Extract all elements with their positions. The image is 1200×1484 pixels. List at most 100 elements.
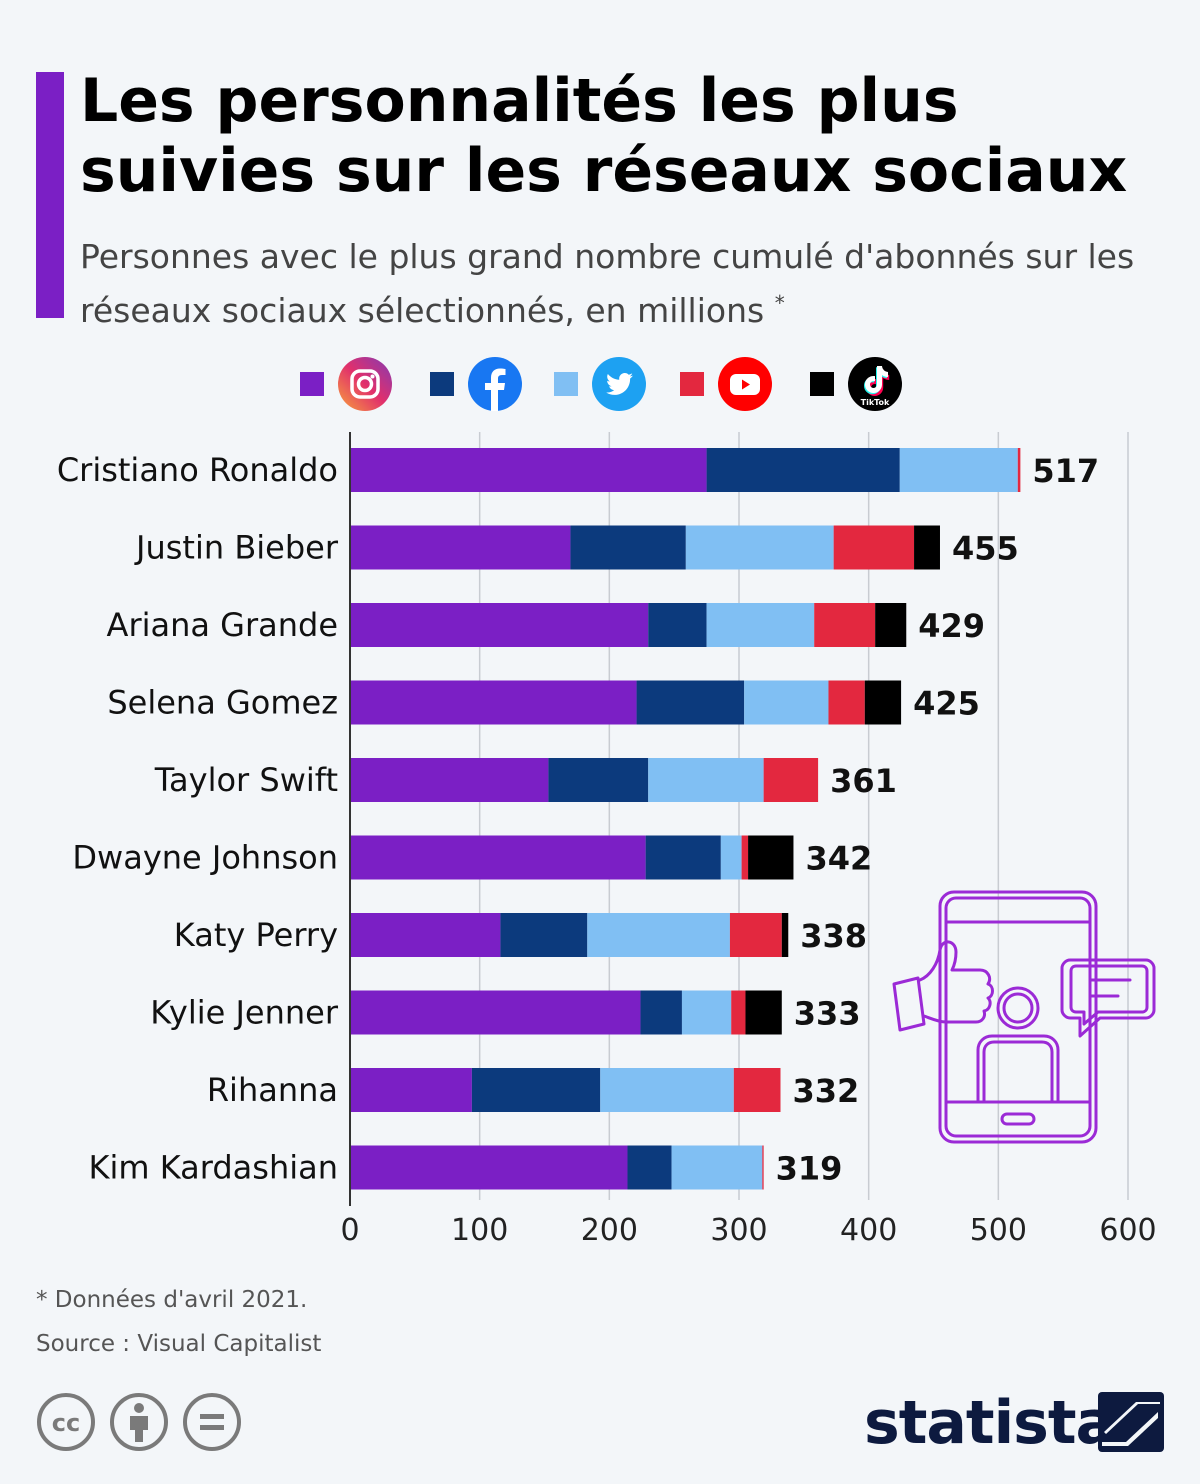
bar-segment-instagram	[350, 758, 549, 802]
bar-total-label: 319	[776, 1150, 843, 1188]
bar-segment-facebook	[640, 990, 682, 1035]
category-label: Dwayne Johnson	[72, 839, 338, 877]
source-credit: Source : Visual Capitalist	[36, 1331, 322, 1357]
tiktok-icon: TikTok	[848, 357, 902, 411]
category-label: Taylor Swift	[154, 761, 338, 799]
bar-total-label: 338	[800, 917, 867, 955]
legend-swatch-tiktok	[810, 372, 834, 396]
bar-segment-youtube	[833, 525, 915, 570]
tiktok-wordmark: TikTok	[861, 398, 890, 407]
bar-segment-instagram	[350, 448, 707, 492]
chart-subtitle: Personnes avec le plus grand nombre cumu…	[80, 234, 1180, 334]
legend-swatch-youtube	[680, 372, 704, 396]
statista-logo-text: statista	[864, 1388, 1116, 1458]
youtube-icon	[718, 357, 772, 411]
bar-segment-tiktok	[781, 913, 789, 957]
bar-segment-facebook	[471, 1068, 601, 1112]
x-tick-label: 600	[1099, 1213, 1156, 1248]
bar-segment-facebook	[645, 835, 721, 880]
category-label: Justin Bieber	[134, 529, 339, 567]
bar-segment-youtube	[729, 913, 782, 957]
bar-segment-twitter	[706, 603, 815, 647]
twitter-icon	[592, 357, 646, 411]
category-label: Selena Gomez	[107, 684, 338, 722]
subtitle-text: Personnes avec le plus grand nombre cumu…	[80, 237, 1135, 330]
bar-total-label: 361	[830, 762, 897, 800]
x-tick-label: 0	[340, 1213, 359, 1248]
bar-segment-twitter	[600, 1068, 734, 1112]
bar-segment-instagram	[350, 1068, 472, 1112]
bar-segment-tiktok	[914, 525, 940, 570]
social-media-phone-icon	[892, 890, 1156, 1144]
bar-segment-youtube	[763, 758, 819, 802]
attribution-icon	[130, 1403, 148, 1442]
legend-swatch-facebook	[430, 372, 454, 396]
bar-segment-facebook	[500, 913, 588, 957]
bar-segment-twitter	[587, 913, 730, 957]
bar-segment-twitter	[648, 758, 764, 802]
x-tick-label: 300	[710, 1213, 767, 1248]
bar-total-label: 429	[918, 607, 985, 645]
bar-segment-instagram	[350, 525, 571, 570]
bar-segment-facebook	[636, 680, 745, 725]
bar-segment-twitter	[685, 525, 834, 570]
bar-total-label: 425	[913, 685, 980, 723]
bar-segment-instagram	[350, 990, 641, 1035]
bar-total-label: 342	[805, 840, 872, 878]
bar-segment-instagram	[350, 603, 649, 647]
chart-title: Les personnalités les plus suivies sur l…	[80, 66, 1128, 206]
x-tick-label: 500	[970, 1213, 1027, 1248]
instagram-icon	[338, 357, 392, 411]
bar-segment-youtube	[731, 990, 746, 1035]
stacked-bar-chart: 0 100 200 300 400 500 600 Cristiano Ronaldo 517 J…	[57, 432, 1157, 1248]
category-label: Cristiano Ronaldo	[57, 451, 338, 489]
creative-commons-icons: cc	[37, 1393, 241, 1451]
facebook-icon	[468, 357, 522, 411]
bar-total-label: 332	[792, 1072, 859, 1110]
bar-total-label: 333	[794, 995, 861, 1033]
bar-segment-twitter	[671, 1145, 763, 1190]
legend-swatch-instagram	[300, 372, 324, 396]
bar-segment-youtube	[814, 603, 876, 647]
category-label: Kim Kardashian	[89, 1149, 339, 1187]
bar-segment-instagram	[350, 835, 646, 880]
category-label: Kylie Jenner	[150, 994, 339, 1032]
footnote: * Données d'avril 2021. Source : Visual …	[36, 1278, 321, 1366]
bar-segment-twitter	[899, 448, 1018, 492]
bar-segment-twitter	[720, 835, 742, 880]
bar-segment-twitter	[681, 990, 732, 1035]
bar-segment-tiktok	[745, 990, 782, 1035]
bar-segment-twitter	[744, 680, 829, 725]
bar-segment-youtube	[828, 680, 865, 725]
bar-segment-youtube	[733, 1068, 781, 1112]
bar-segment-youtube	[741, 835, 749, 880]
x-tick-label: 400	[840, 1213, 897, 1248]
bar-segment-facebook	[648, 603, 707, 647]
bar-segment-youtube	[1017, 448, 1021, 492]
statista-logo-mark	[1098, 1392, 1164, 1452]
bar-segment-facebook	[570, 525, 686, 570]
subtitle-footnote-mark: *	[774, 291, 785, 315]
category-label: Rihanna	[207, 1071, 338, 1109]
cc-icon: cc	[52, 1409, 80, 1437]
x-tick-label: 200	[581, 1213, 638, 1248]
no-derivatives-icon	[200, 1414, 224, 1430]
bar-segment-tiktok	[864, 680, 902, 725]
footnote-date: * Données d'avril 2021.	[36, 1287, 308, 1313]
bar-segment-tiktok	[748, 835, 794, 880]
bar-segment-youtube	[762, 1145, 764, 1190]
bar-segment-facebook	[706, 448, 900, 492]
bar-segment-instagram	[350, 1145, 628, 1190]
bar-segment-facebook	[548, 758, 649, 802]
bar-segment-instagram	[350, 913, 501, 957]
title-accent-bar	[36, 72, 64, 318]
legend-swatch-twitter	[554, 372, 578, 396]
bar-total-label: 517	[1032, 452, 1099, 490]
bar-segment-tiktok	[875, 603, 907, 647]
bar-segment-instagram	[350, 680, 637, 725]
category-label: Katy Perry	[174, 916, 338, 954]
bar-total-label: 455	[952, 530, 1019, 568]
category-label: Ariana Grande	[107, 606, 338, 644]
x-tick-label: 100	[451, 1213, 508, 1248]
bar-segment-facebook	[627, 1145, 672, 1190]
